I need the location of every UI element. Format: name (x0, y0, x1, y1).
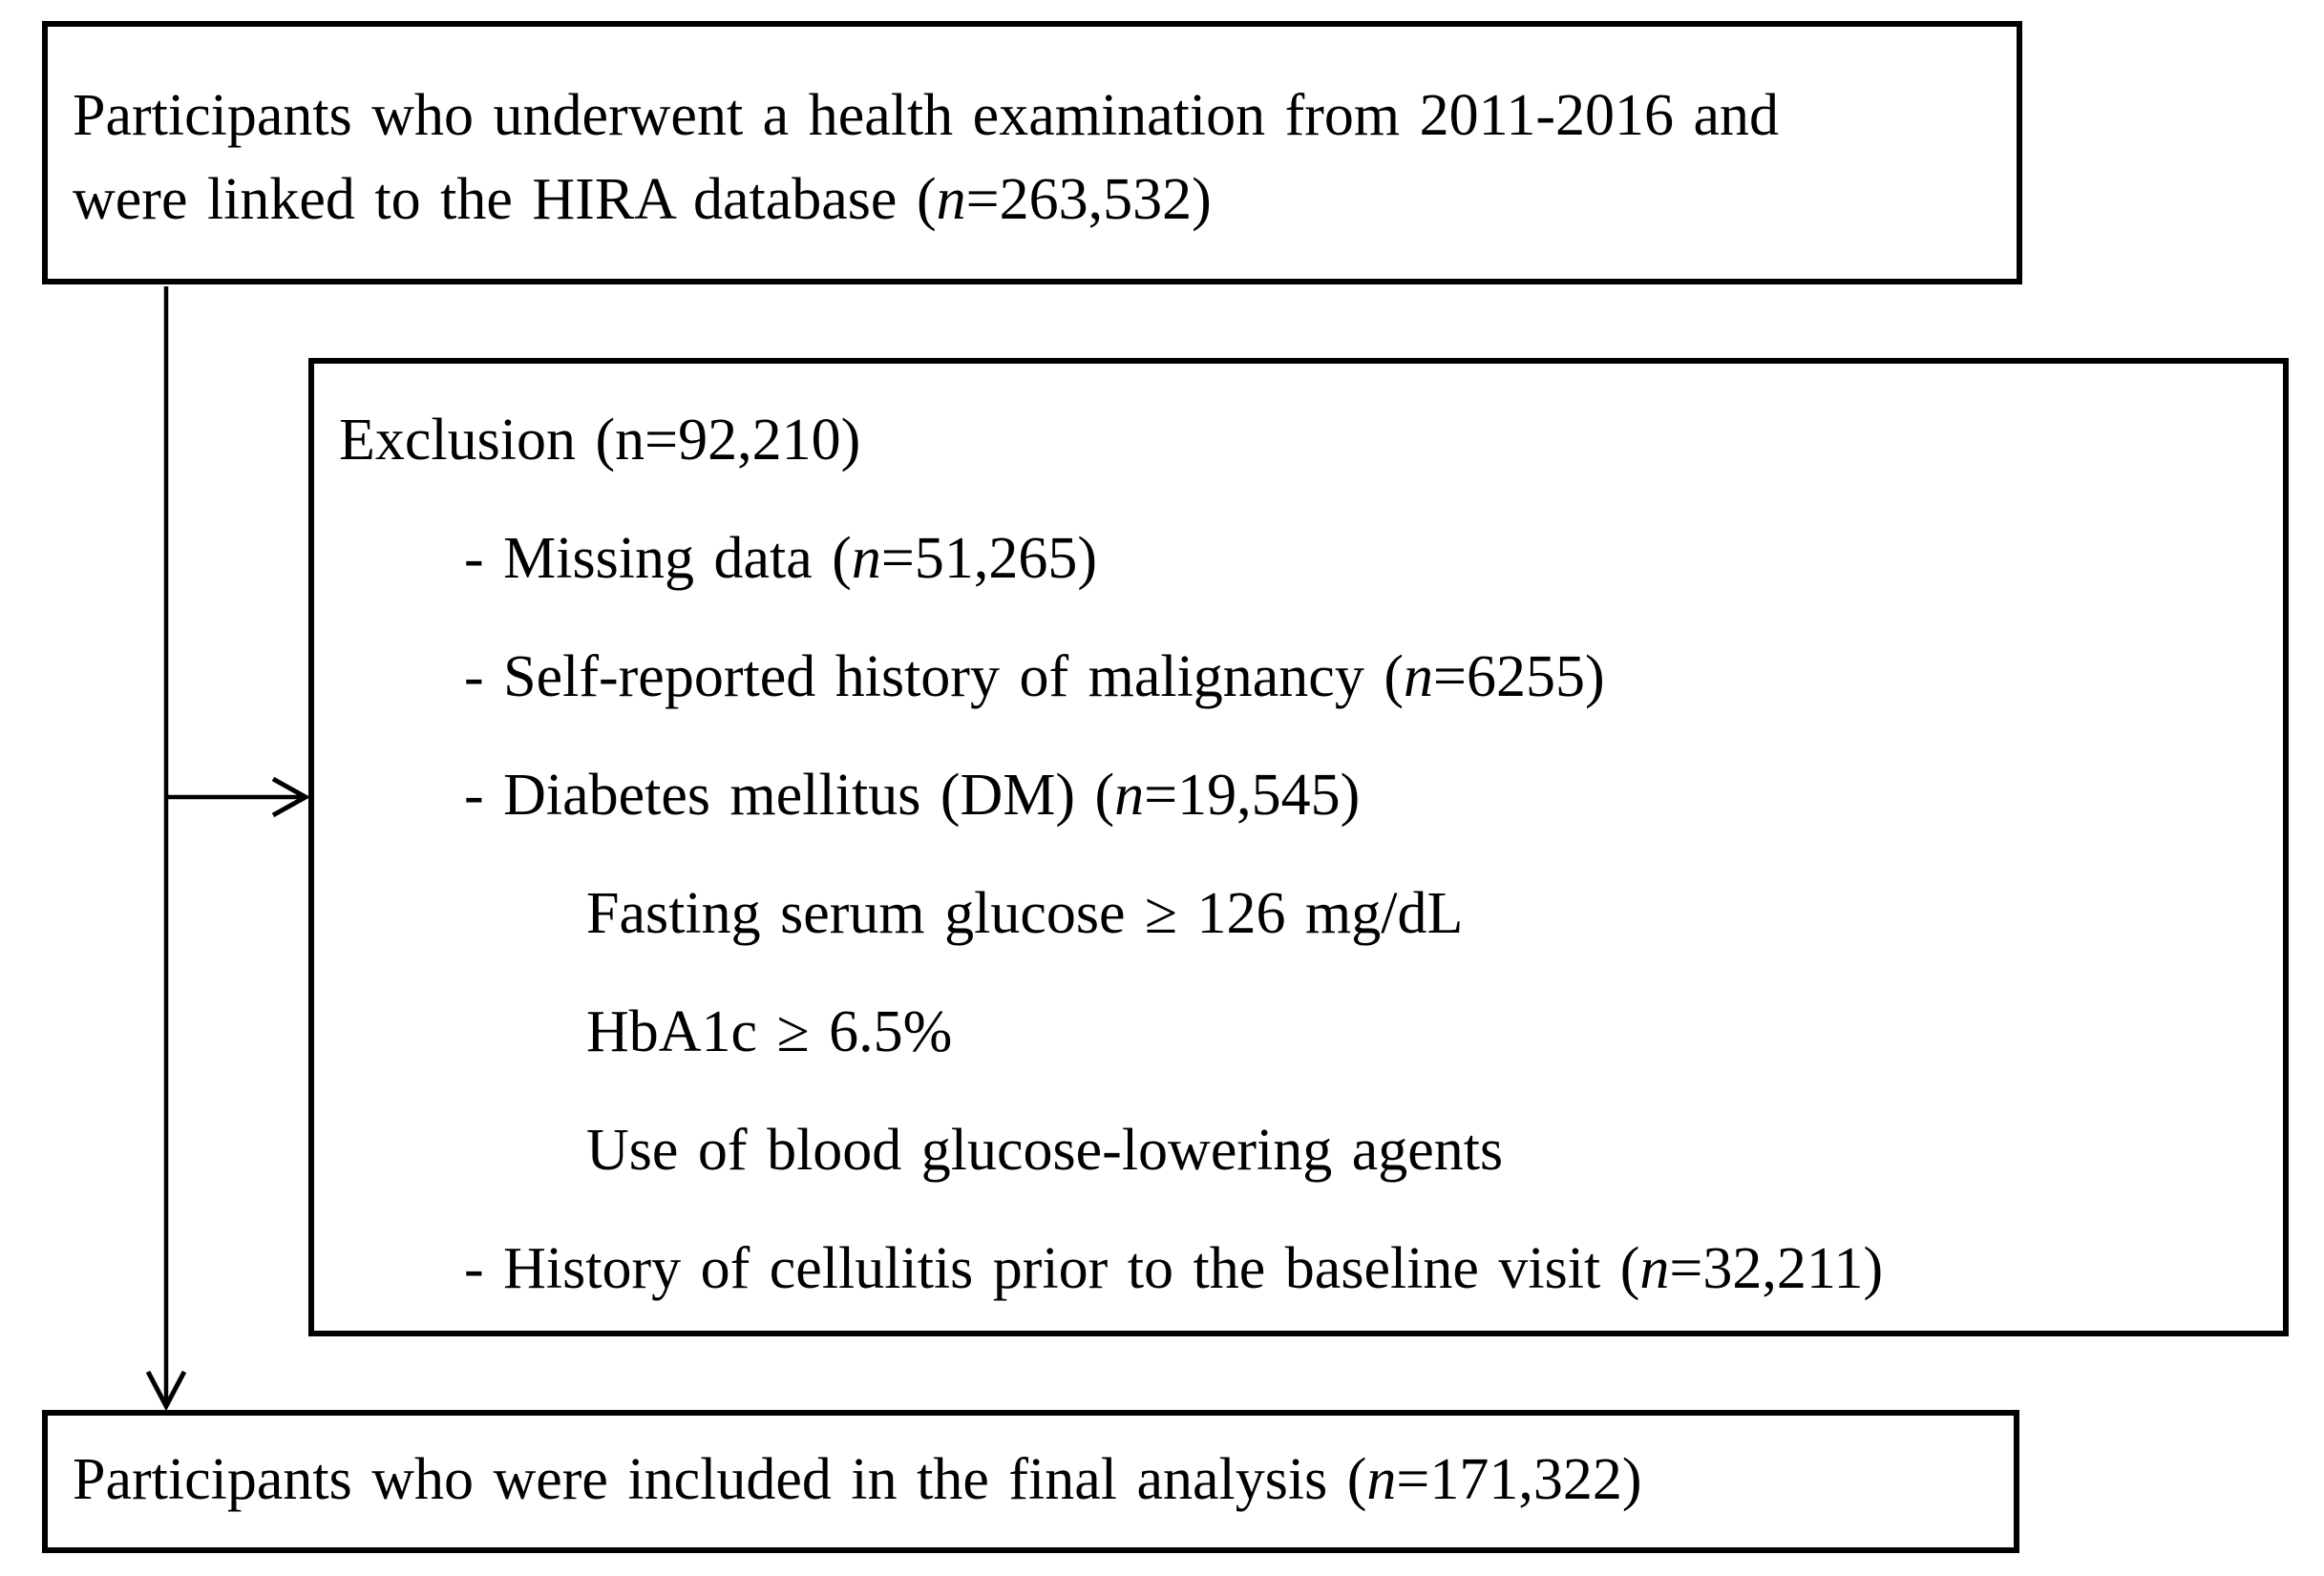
arrowhead-down-icon (145, 1370, 187, 1412)
top-box-line2: were linked to the HIRA database (n=263,… (73, 167, 1212, 232)
exclusion-item-cellulitis-history: - History of cellulitis prior to the bas… (464, 1236, 1884, 1301)
final-analysis-line: Participants who were included in the fi… (73, 1447, 1642, 1512)
exclusion-subitem-glucose-lowering-agents: Use of blood glucose-lowering agents (586, 1118, 1504, 1183)
top-box-line1: Participants who underwent a health exam… (73, 83, 1780, 148)
exclusion-item-missing-data: - Missing data (n=51,265) (464, 526, 1098, 591)
exclusion-subitem-fasting-glucose: Fasting serum glucose ≥ 126 mg/dL (586, 881, 1464, 946)
exclusion-box: Exclusion (n=92,210) - Missing data (n=5… (308, 358, 2289, 1336)
exclusion-subitem-hba1c: HbA1c ≥ 6.5% (586, 999, 953, 1064)
exclusion-title: Exclusion (n=92,210) (339, 408, 861, 473)
arrowhead-right-icon (271, 776, 311, 818)
exclusion-item-malignancy: - Self-reported history of malignancy (n… (464, 644, 1605, 709)
top-population-box: Participants who underwent a health exam… (42, 21, 2022, 284)
exclusion-item-diabetes: - Diabetes mellitus (DM) (n=19,545) (464, 763, 1361, 828)
final-analysis-box: Participants who were included in the fi… (42, 1410, 2019, 1553)
